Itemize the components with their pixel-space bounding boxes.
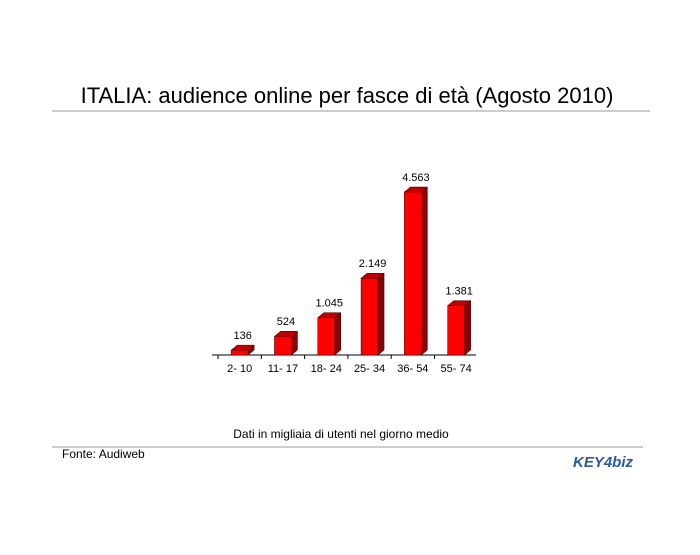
data-label: 1.381 bbox=[445, 286, 473, 298]
bar bbox=[447, 305, 465, 356]
data-label: 4.563 bbox=[402, 172, 430, 184]
bar bbox=[230, 349, 249, 356]
bar-side bbox=[334, 312, 341, 356]
x-tick-label: 55- 74 bbox=[441, 363, 472, 375]
bar-side bbox=[421, 186, 428, 356]
data-label: 524 bbox=[277, 316, 295, 328]
bar-side bbox=[377, 272, 385, 356]
logo: KEY4biz bbox=[573, 454, 634, 471]
source: Fonte: Audiweb bbox=[62, 447, 145, 461]
bar bbox=[274, 336, 292, 356]
chart-note: Dati in migliaia di utenti nel giorno me… bbox=[233, 427, 449, 441]
bar bbox=[404, 191, 422, 356]
x-tick-label: 18- 24 bbox=[311, 363, 342, 375]
x-tick-label: 36- 54 bbox=[397, 363, 428, 375]
bar bbox=[360, 277, 379, 356]
x-tick-label: 2- 10 bbox=[227, 363, 252, 375]
bar-side bbox=[464, 300, 471, 356]
data-label: 2.149 bbox=[359, 258, 387, 270]
bar bbox=[317, 317, 335, 356]
x-tick-label: 25- 34 bbox=[354, 363, 385, 375]
data-label: 1.045 bbox=[315, 298, 343, 310]
chart-title: ITALIA: audience online per fasce di età… bbox=[81, 83, 614, 108]
x-tick-label: 11- 17 bbox=[268, 363, 298, 375]
data-label: 136 bbox=[233, 330, 251, 342]
